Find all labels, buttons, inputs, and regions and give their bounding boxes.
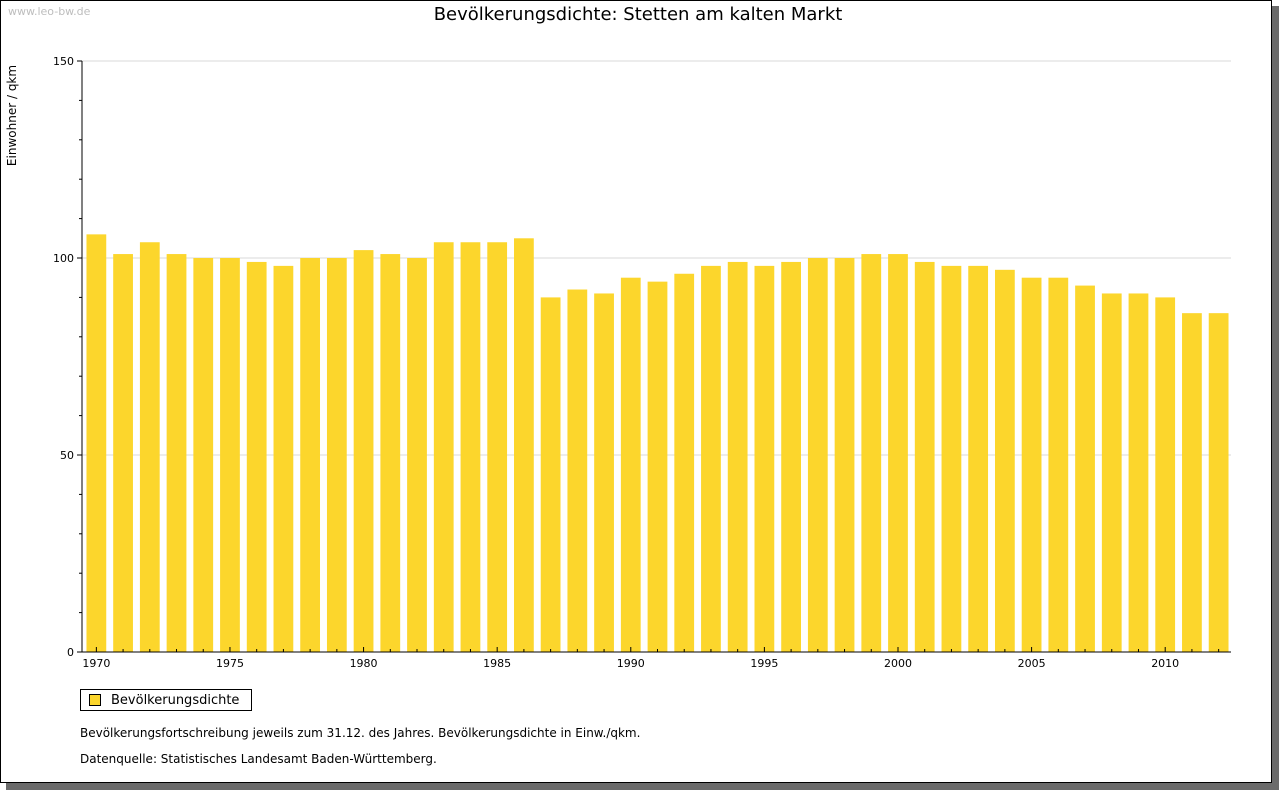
bar <box>139 242 160 653</box>
bar <box>1155 297 1176 652</box>
x-tick-label: 1980 <box>350 657 378 670</box>
x-tick-label: 1975 <box>216 657 244 670</box>
bar <box>433 242 454 653</box>
bar <box>620 277 641 652</box>
x-tick-label: 1970 <box>82 657 110 670</box>
bar <box>674 273 695 652</box>
bar <box>914 261 935 652</box>
bar <box>1208 313 1229 652</box>
bar <box>807 258 828 652</box>
bar <box>1182 313 1202 652</box>
bar <box>166 254 187 652</box>
y-tick-label: 0 <box>67 646 74 659</box>
x-tick-label: 1985 <box>483 657 511 670</box>
bar <box>1021 277 1042 652</box>
bar <box>407 258 427 652</box>
y-tick-label: 100 <box>53 252 74 265</box>
y-axis-label: Einwohner / qkm <box>5 65 19 166</box>
bar <box>941 265 962 652</box>
bar <box>1048 277 1069 652</box>
bar <box>220 258 240 652</box>
bar <box>380 254 401 652</box>
chart-title: Bevölkerungsdichte: Stetten am kalten Ma… <box>433 4 843 25</box>
bar <box>888 254 908 652</box>
bar <box>246 261 267 652</box>
bar <box>273 265 294 652</box>
x-tick-label: 2000 <box>884 657 912 670</box>
legend-label: Bevölkerungsdichte <box>111 692 240 708</box>
bar <box>326 258 347 652</box>
footnote-method: Bevölkerungsfortschreibung jeweils zum 3… <box>80 726 641 740</box>
bar <box>968 265 989 652</box>
bar <box>754 265 775 652</box>
bar <box>487 242 508 653</box>
bar <box>300 258 321 652</box>
y-tick-label: 150 <box>53 55 74 68</box>
x-tick-label: 1990 <box>617 657 645 670</box>
watermark: www.leo-bw.de <box>8 5 91 18</box>
bar <box>1128 293 1149 652</box>
bar <box>113 254 133 652</box>
legend: Bevölkerungsdichte <box>80 689 253 711</box>
bar <box>540 297 561 652</box>
bar <box>460 242 481 653</box>
bar <box>1075 285 1095 652</box>
bar-chart: 0 50 100 150 Einwohner / qkm 1970 1975 1980 1985… <box>5 55 1231 670</box>
bar <box>193 258 214 652</box>
bar <box>701 265 721 652</box>
bar <box>514 238 534 653</box>
x-tick-label: 2010 <box>1151 657 1179 670</box>
bar <box>1101 293 1122 652</box>
bar <box>781 261 801 652</box>
x-tick-label: 2005 <box>1018 657 1046 670</box>
x-tick-label: 1995 <box>750 657 778 670</box>
footnote-source: Datenquelle: Statistisches Landesamt Bad… <box>80 752 437 766</box>
bar <box>353 250 374 652</box>
legend-swatch <box>89 694 101 706</box>
bar <box>86 234 107 653</box>
frame-shadow-bottom <box>6 783 1279 790</box>
bar <box>594 293 614 652</box>
bar <box>647 281 668 652</box>
bar <box>834 258 855 652</box>
y-tick-label: 50 <box>60 449 74 462</box>
bar <box>994 269 1015 652</box>
frame-shadow-right <box>1272 6 1279 790</box>
bar <box>861 254 882 652</box>
bar <box>567 289 588 652</box>
bar <box>727 261 748 652</box>
